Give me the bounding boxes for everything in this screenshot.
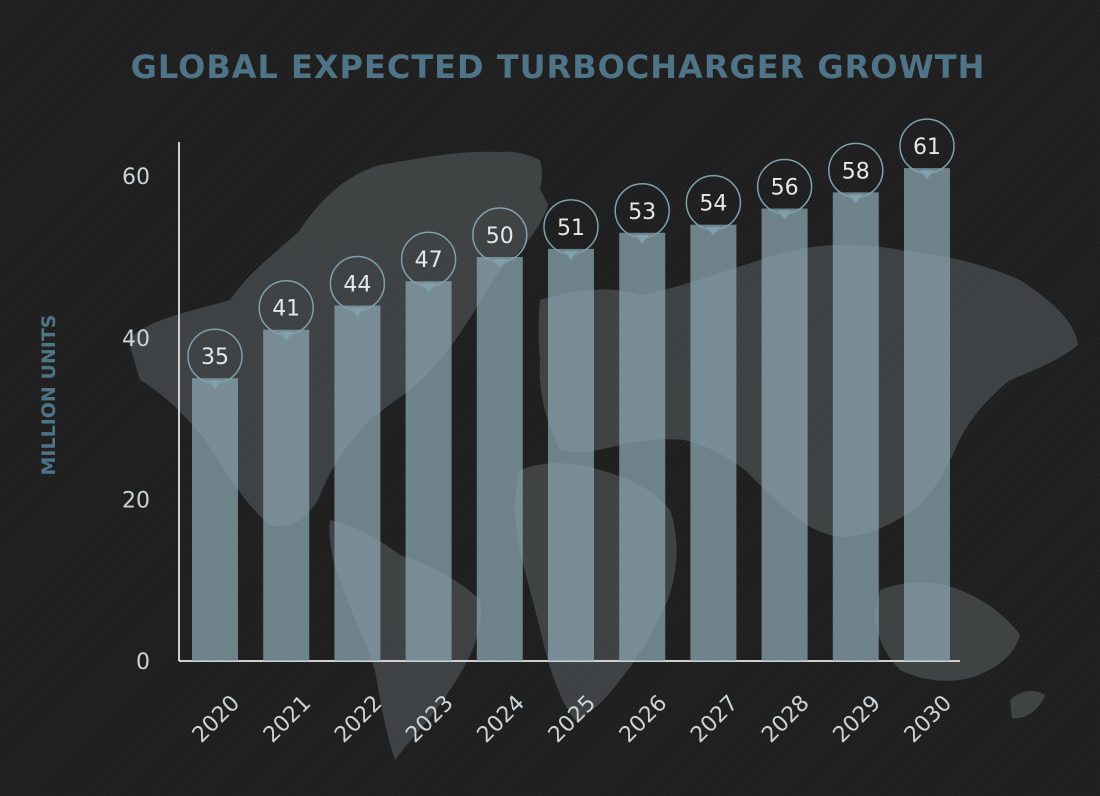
bar-2028 — [761, 208, 808, 661]
bar-2027 — [690, 224, 737, 661]
bar-2020 — [192, 378, 238, 661]
data-label-pointer — [279, 331, 294, 341]
bar-2029 — [832, 192, 879, 662]
data-label-pointer — [777, 210, 792, 220]
bar-2026 — [619, 232, 666, 661]
data-label-2027: 54 — [685, 174, 742, 236]
data-label-value: 51 — [557, 216, 585, 241]
y-axis-label: MILLION UNITS — [38, 315, 60, 476]
data-label-value: 61 — [913, 135, 941, 160]
data-label-pointer — [208, 380, 222, 390]
x-tick-label: 2022 — [330, 691, 387, 748]
bar-2022 — [334, 305, 381, 661]
data-label-value: 53 — [628, 200, 656, 225]
data-label-pointer — [492, 259, 507, 268]
x-tick-label: 2021 — [259, 691, 316, 748]
data-label-pointer — [920, 170, 934, 180]
bar-2025 — [548, 248, 594, 662]
x-tick-label: 2028 — [757, 691, 814, 748]
data-label-value: 50 — [486, 224, 514, 249]
y-axis-ticks: 0 20 40 60 — [122, 165, 150, 675]
data-label-2021: 41 — [258, 279, 314, 341]
data-label-2023: 47 — [400, 231, 457, 293]
bar-2021 — [263, 329, 310, 661]
data-label-value: 44 — [343, 272, 371, 297]
data-label-2024: 50 — [472, 207, 528, 268]
data-labels: 35 41 44 47 50 51 53 54 56 58 61 — [187, 118, 955, 390]
data-label-pointer — [706, 226, 721, 236]
x-tick-label: 2020 — [188, 691, 245, 748]
x-tick-label: 2024 — [473, 691, 530, 748]
data-label-2030: 61 — [899, 118, 955, 180]
chart-title: GLOBAL EXPECTED TURBOCHARGER GROWTH — [131, 48, 986, 86]
data-label-pointer — [350, 307, 365, 317]
x-tick-label: 2030 — [900, 691, 957, 748]
bar-2024 — [476, 257, 523, 661]
data-label-pointer — [421, 283, 436, 293]
data-label-2025: 51 — [543, 199, 599, 260]
y-tick-label: 0 — [136, 650, 150, 675]
x-tick-label: 2029 — [829, 691, 886, 748]
data-label-2020: 35 — [187, 328, 243, 390]
x-tick-label: 2027 — [686, 691, 743, 748]
bar-series — [192, 168, 950, 662]
data-label-value: 47 — [415, 248, 443, 273]
data-label-2026: 53 — [614, 183, 670, 244]
data-label-2028: 56 — [756, 158, 813, 220]
x-tick-label: 2026 — [615, 691, 672, 748]
data-label-value: 35 — [201, 345, 229, 370]
data-label-value: 54 — [699, 192, 727, 217]
data-label-value: 58 — [842, 159, 870, 184]
bar-2023 — [405, 281, 452, 661]
data-label-pointer — [635, 234, 650, 244]
data-label-2029: 58 — [828, 142, 884, 204]
data-label-value: 41 — [272, 297, 300, 322]
y-tick-label: 40 — [122, 327, 150, 352]
bar-2030 — [904, 168, 950, 661]
data-label-pointer — [564, 250, 578, 260]
y-tick-label: 60 — [122, 165, 150, 190]
data-label-pointer — [848, 194, 863, 204]
y-tick-label: 20 — [122, 488, 150, 513]
data-label-2022: 44 — [329, 255, 386, 317]
data-label-value: 56 — [771, 176, 799, 201]
